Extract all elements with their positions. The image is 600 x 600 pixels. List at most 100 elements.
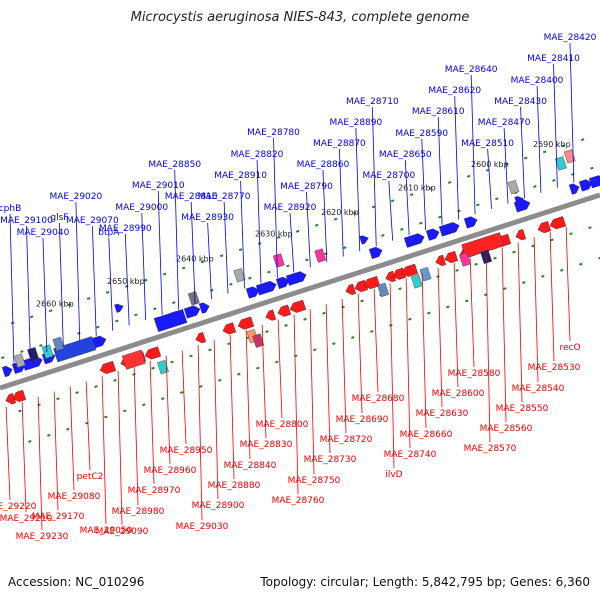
reverse-gene-label: MAE_28660: [400, 430, 453, 440]
kbp-tick-label: 2610 kbp: [398, 183, 436, 192]
upper-inner-guide-tick: [495, 197, 499, 201]
forward-gene-label-leader: [553, 63, 558, 188]
lower-outer-guide-tick: [579, 262, 583, 266]
upper-inner-guide-tick: [400, 227, 404, 231]
reverse-gene-label-leader: [373, 288, 379, 393]
reverse-gene-label: MAE_29080: [48, 492, 101, 502]
lower-outer-guide-tick: [199, 385, 203, 388]
reverse-gene: [5, 393, 17, 405]
lower-guide-tick: [322, 311, 326, 315]
forward-gene-label: MAE_28920: [264, 203, 317, 213]
reverse-gene-label: MAE_28630: [416, 409, 469, 419]
forward-gene-label: MAE_29010: [132, 181, 185, 191]
upper-inner-guide-tick: [457, 209, 461, 213]
lower-outer-guide-tick: [351, 336, 355, 339]
lower-outer-guide-tick: [427, 311, 431, 315]
reverse-gene-label-leader: [421, 273, 427, 429]
reverse-gene-label-leader: [533, 237, 539, 383]
forward-gene-label-leader: [520, 106, 525, 199]
lower-guide-tick: [113, 379, 117, 382]
reverse-gene: [401, 263, 419, 277]
upper-guide-tick: [238, 248, 243, 252]
lower-guide-tick: [455, 268, 459, 272]
lower-guide-tick: [474, 262, 478, 266]
forward-gene: [514, 196, 524, 206]
reverse-gene-label: MAE_28680: [352, 394, 405, 404]
forward-gene-label: MAE_28510: [461, 139, 514, 149]
forward-gene-label: MAE_28850: [148, 160, 201, 170]
upper-inner-guide-tick: [172, 301, 176, 305]
lower-guide-tick: [208, 348, 212, 352]
upper-inner-guide-tick: [115, 319, 119, 323]
upper-inner-guide-tick: [552, 179, 556, 182]
upper-inner-guide-tick: [476, 203, 480, 207]
reverse-gene-label-leader: [565, 226, 571, 342]
forward-gene-label-leader: [388, 180, 394, 241]
reverse-gene: [345, 283, 357, 295]
upper-guide-tick: [276, 236, 281, 239]
reverse-gene-label: MAE_28900: [192, 501, 245, 511]
lower-guide-tick: [303, 317, 307, 321]
genome-title: Microcystis aeruginosa NIES-843, complet…: [130, 10, 470, 25]
forward-gene-label: MAE_28890: [330, 118, 383, 128]
upper-inner-guide-tick: [381, 234, 385, 237]
reverse-gene-label: MAE_29090: [96, 527, 149, 537]
forward-gene-label: MAE_29000: [115, 203, 168, 213]
reverse-gene: [289, 299, 307, 313]
upper-guide-tick: [143, 278, 148, 282]
forward-gene: [359, 235, 369, 245]
forward-gene: [275, 276, 290, 289]
feature-box: [377, 282, 390, 298]
reverse-gene-label-leader: [101, 376, 107, 525]
lower-guide-tick: [189, 354, 193, 358]
reverse-gene: [435, 254, 447, 266]
forward-gene-label: MAE_28400: [511, 76, 564, 86]
reverse-gene-label-leader: [277, 319, 283, 419]
forward-gene: [53, 336, 97, 363]
reverse-gene-label-leader: [389, 283, 395, 469]
forward-gene: [153, 309, 188, 333]
forward-gene: [568, 183, 580, 195]
forward-gene-label-leader: [124, 233, 130, 326]
forward-gene-label-leader: [371, 106, 377, 246]
upper-guide-tick: [219, 254, 224, 258]
reverse-gene-label: MAE_29050: [80, 526, 133, 536]
forward-gene-label-leader: [355, 127, 361, 252]
reverse-gene-label: MAE_28530: [528, 363, 581, 373]
lower-guide-tick: [170, 360, 174, 364]
upper-inner-guide-tick: [153, 307, 157, 311]
reverse-gene: [549, 216, 567, 230]
forward-gene-label-leader: [42, 237, 48, 352]
forward-gene-label-leader: [273, 137, 278, 278]
forward-gene-label-leader: [59, 222, 64, 347]
upper-guide-tick: [67, 303, 72, 307]
lower-guide-tick: [569, 232, 573, 236]
forward-gene-label: MAE_28470: [478, 118, 531, 128]
reverse-gene-label: MAE_28950: [160, 446, 213, 456]
forward-gene-label-leader: [306, 191, 311, 268]
reverse-gene-label: MAE_28830: [240, 440, 293, 450]
reverse-gene: [121, 349, 146, 370]
lower-guide-tick: [18, 409, 22, 413]
lower-outer-guide-tick: [332, 342, 336, 346]
lower-guide-tick: [588, 226, 592, 230]
feature-box: [157, 359, 169, 375]
forward-gene-label: MAE_28590: [395, 129, 448, 139]
upper-guide-tick: [390, 199, 395, 203]
lower-outer-guide-tick: [446, 305, 450, 309]
reverse-gene-label-leader: [501, 247, 507, 423]
upper-inner-guide-tick: [39, 344, 43, 347]
upper-guide-tick: [523, 156, 528, 160]
forward-gene: [295, 271, 307, 283]
forward-gene-label: glsF: [50, 213, 68, 223]
forward-gene: [463, 216, 478, 229]
forward-gene: [245, 286, 260, 299]
lower-guide-tick: [493, 256, 497, 260]
lower-guide-tick: [512, 250, 516, 254]
forward-gene-label-leader: [503, 127, 509, 204]
lower-outer-guide-tick: [66, 427, 70, 431]
reverse-gene-label: MAE_29220: [0, 502, 37, 512]
feature-box: [563, 149, 576, 164]
forward-gene: [448, 222, 460, 234]
forward-gene: [413, 233, 425, 245]
